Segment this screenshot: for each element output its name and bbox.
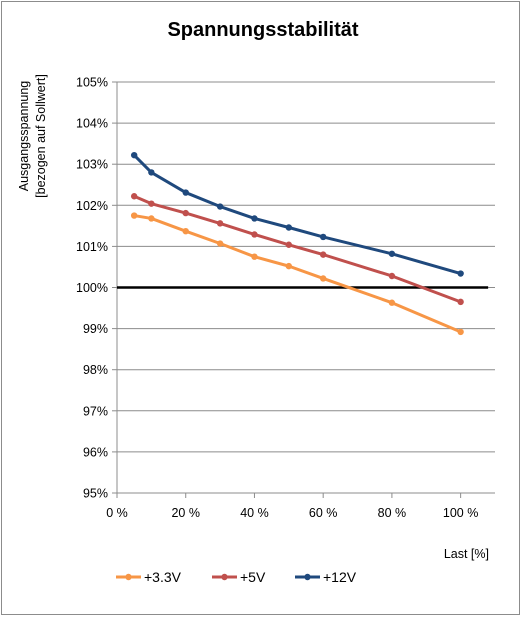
data-point bbox=[251, 253, 258, 260]
y-tick-label: 102% bbox=[76, 199, 108, 213]
legend-label: +12V bbox=[323, 569, 357, 585]
x-tick-label: 0 % bbox=[106, 506, 128, 520]
y-tick-label: 103% bbox=[76, 158, 108, 172]
data-point bbox=[285, 262, 293, 270]
x-tick-label: 60 % bbox=[309, 506, 338, 520]
y-tick-label: 98% bbox=[83, 363, 108, 377]
data-point bbox=[148, 200, 155, 207]
data-point bbox=[388, 250, 396, 257]
data-point bbox=[130, 193, 138, 200]
data-point bbox=[388, 272, 396, 280]
data-point bbox=[457, 270, 464, 277]
data-point bbox=[148, 169, 155, 176]
legend-swatch-marker bbox=[125, 573, 132, 581]
y-tick-label: 96% bbox=[83, 445, 108, 459]
series-+5V bbox=[130, 193, 464, 306]
data-point bbox=[182, 209, 189, 217]
data-point bbox=[251, 231, 258, 238]
data-point bbox=[319, 275, 327, 282]
data-point bbox=[216, 220, 224, 227]
legend-swatch-marker bbox=[304, 573, 311, 581]
data-point bbox=[148, 215, 155, 222]
data-point bbox=[182, 189, 189, 196]
data-point bbox=[285, 224, 293, 231]
y-tick-label: 100% bbox=[76, 281, 108, 295]
y-tick-labels: 95% 96% 97% 98% 99% 100% 101% 102% 103% 104% 105% bbox=[76, 76, 108, 501]
y-tick-label: 99% bbox=[83, 322, 108, 336]
data-point bbox=[216, 240, 224, 247]
y-tick-label: 104% bbox=[76, 117, 108, 131]
axes bbox=[112, 81, 495, 498]
legend-item: +5V bbox=[212, 569, 266, 585]
data-point bbox=[251, 215, 258, 222]
x-axis-label: Last [%] bbox=[444, 547, 489, 561]
x-tick-label: 100 % bbox=[443, 506, 478, 520]
data-point bbox=[388, 299, 396, 306]
series-+12V bbox=[130, 151, 464, 277]
x-tick-labels: 0 % 20 % 40 % 60 % 80 % 100 % bbox=[106, 506, 478, 520]
series-+3.3V bbox=[130, 212, 464, 336]
data-point bbox=[130, 151, 138, 159]
y-tick-label: 95% bbox=[83, 487, 108, 501]
data-point bbox=[319, 233, 327, 241]
x-tick-label: 80 % bbox=[378, 506, 407, 520]
data-point bbox=[319, 251, 327, 258]
data-point bbox=[130, 212, 138, 219]
legend: +3.3V +5V +12V bbox=[116, 569, 357, 585]
y-tick-label: 97% bbox=[83, 404, 108, 418]
data-point bbox=[285, 241, 293, 248]
y-axis-label-line1: Ausgangsspannung bbox=[17, 81, 31, 192]
x-tick-label: 20 % bbox=[171, 506, 200, 520]
y-tick-label: 105% bbox=[76, 76, 108, 90]
y-axis-label-line2: [bezogen auf Sollwert] bbox=[34, 74, 48, 198]
data-point bbox=[182, 227, 189, 235]
legend-item: +3.3V bbox=[116, 569, 182, 585]
data-point bbox=[457, 298, 464, 306]
y-tick-label: 101% bbox=[76, 240, 108, 254]
series-group bbox=[130, 151, 464, 336]
legend-label: +5V bbox=[240, 569, 266, 585]
legend-swatch-marker bbox=[221, 573, 228, 581]
legend-item: +12V bbox=[295, 569, 357, 585]
data-point bbox=[216, 203, 224, 210]
data-point bbox=[457, 328, 464, 336]
chart-title: Spannungsstabilität bbox=[167, 19, 358, 41]
legend-label: +3.3V bbox=[144, 569, 182, 585]
x-tick-label: 40 % bbox=[240, 506, 269, 520]
